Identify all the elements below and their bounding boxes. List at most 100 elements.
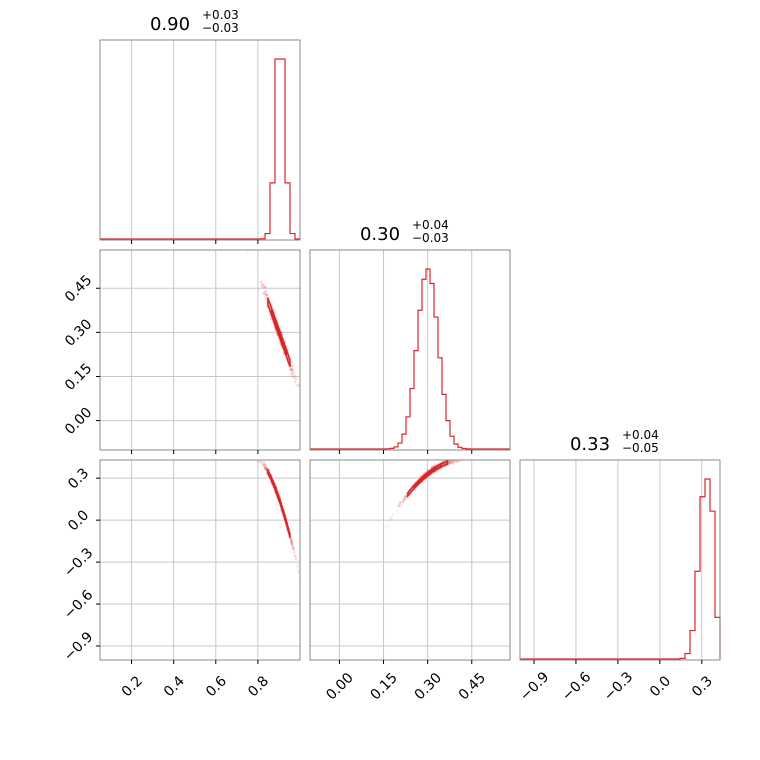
scatter-point <box>268 296 271 299</box>
scatter-point <box>296 384 299 387</box>
scatter-point <box>422 471 426 474</box>
scatter-point <box>264 466 268 469</box>
scatter-point <box>293 375 296 378</box>
scatter-point <box>281 332 284 335</box>
scatter-point <box>290 375 293 378</box>
panel-1-1-frame <box>309 249 511 451</box>
scatter-point <box>407 497 410 500</box>
scatter-point <box>290 373 293 376</box>
x-tick-label: 0.45 <box>456 670 489 703</box>
scatter-point <box>292 372 295 376</box>
scatter-point <box>402 498 405 501</box>
scatter-point <box>258 460 262 464</box>
scatter-point <box>294 557 297 560</box>
scatter-point <box>291 369 294 373</box>
panel-2-2: −0.9 −0.6 −0.3 0.0 0.3 <box>517 459 721 704</box>
scatter-point <box>289 537 292 540</box>
scatter-point <box>402 500 405 504</box>
scatter-point <box>279 325 283 329</box>
scatter-point <box>263 297 267 301</box>
scatter-point <box>293 554 296 558</box>
scatter-point <box>290 371 294 374</box>
panel-1-0: 0.00 0.15 0.30 0.45 <box>62 249 301 454</box>
scatter-point <box>451 462 454 465</box>
scatter-point <box>291 545 295 548</box>
scatter-point <box>448 461 451 465</box>
scatter-point <box>283 340 287 343</box>
scatter-point <box>418 476 421 479</box>
scatter-point <box>264 468 267 471</box>
scatter-point <box>294 554 297 557</box>
title-minus: −0.03 <box>202 21 239 35</box>
scatter-point <box>259 281 262 284</box>
scatter-point <box>291 540 294 543</box>
scatter-point <box>433 471 437 474</box>
scatter-point <box>426 468 429 471</box>
scatter-point <box>291 546 295 549</box>
scatter-point <box>294 558 298 561</box>
scatter-point <box>290 368 293 371</box>
scatter-point <box>434 462 437 465</box>
panel-0-0 <box>99 39 301 244</box>
scatter-point <box>261 292 265 295</box>
scatter-point <box>292 374 295 377</box>
title-plus: +0.04 <box>412 218 449 232</box>
scatter-point <box>263 285 266 289</box>
scatter-point <box>291 545 294 548</box>
scatter-point <box>264 467 267 470</box>
panel-2-1: 0.00 0.15 0.30 0.45 <box>309 458 511 703</box>
scatter-point <box>452 460 456 463</box>
scatter-point <box>290 374 294 377</box>
scatter-point <box>290 540 293 543</box>
panel-0-0-frame <box>99 39 301 241</box>
scatter-point <box>263 293 266 296</box>
scatter-point <box>268 313 271 317</box>
scatter-point <box>290 368 294 371</box>
scatter-point <box>294 384 298 387</box>
scatter-point <box>259 460 262 463</box>
scatter-point <box>273 308 277 312</box>
scatter-point <box>263 463 267 466</box>
scatter-point <box>264 466 268 469</box>
scatter-point <box>264 290 267 293</box>
scatter-point <box>262 461 265 465</box>
scatter-point <box>262 291 265 294</box>
scatter-point <box>263 286 267 289</box>
title-median: 0.90 <box>150 14 190 35</box>
scatter-point <box>270 301 274 305</box>
y-tick-label: −0.3 <box>61 545 96 580</box>
scatter-point <box>265 293 268 296</box>
scatter-point <box>289 368 293 372</box>
scatter-point <box>387 519 390 522</box>
scatter-point <box>429 474 432 477</box>
scatter-point <box>290 542 293 545</box>
panel-2-2-background <box>520 460 720 660</box>
scatter-point <box>265 294 268 297</box>
scatter-point <box>456 460 459 463</box>
scatter-point <box>430 465 433 469</box>
scatter-point <box>290 540 294 544</box>
y-tick-label: 0.30 <box>62 316 95 349</box>
scatter-point <box>387 525 390 528</box>
scatter-point <box>289 372 292 376</box>
scatter-point <box>294 554 297 558</box>
title-param-2: 0.33 +0.04−0.05 <box>570 428 659 455</box>
scatter-point <box>263 460 266 463</box>
panel-1-1 <box>309 249 511 454</box>
scatter-point <box>398 504 401 508</box>
title-plus: +0.03 <box>202 8 239 22</box>
scatter-point <box>450 461 454 465</box>
scatter-point <box>291 376 294 380</box>
scatter-point <box>264 466 267 469</box>
scatter-point <box>265 466 268 469</box>
scatter-point <box>265 298 268 301</box>
x-tick-label: 0.15 <box>368 670 401 703</box>
x-tick-label: −0.6 <box>559 669 594 704</box>
scatter-point <box>264 467 267 470</box>
scatter-point <box>449 461 453 464</box>
scatter-point <box>292 364 295 367</box>
scatter-point <box>403 495 406 499</box>
scatter-point <box>291 543 294 546</box>
y-tick-label: 0.45 <box>62 272 95 305</box>
scatter-point <box>290 368 294 371</box>
